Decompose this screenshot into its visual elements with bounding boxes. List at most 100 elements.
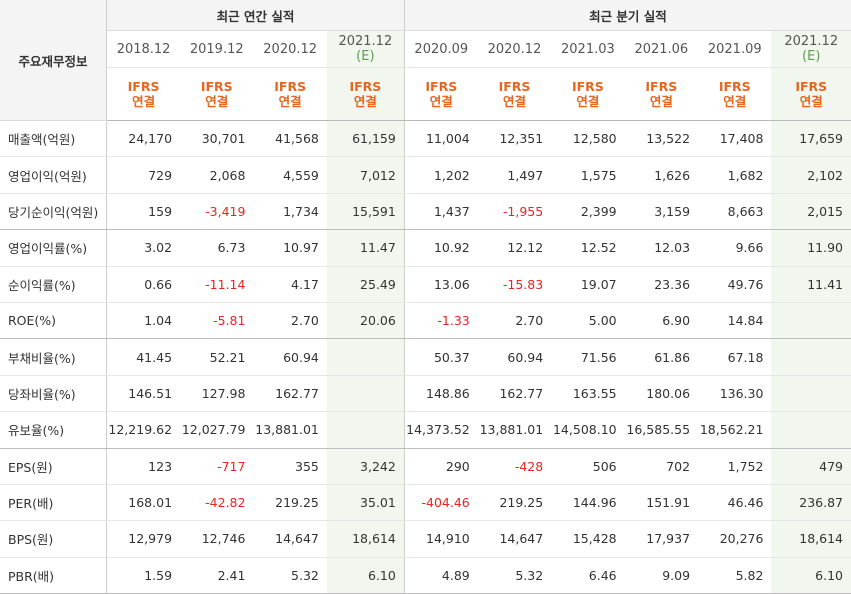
consolidated-label: 연결 xyxy=(353,94,377,109)
ifrs-label: IFRS xyxy=(645,79,678,94)
period-date: 2020.12 xyxy=(263,41,318,57)
value-cell: 136.30 xyxy=(698,375,772,413)
consolidated-label: 연결 xyxy=(576,94,600,109)
value-cell xyxy=(771,302,851,340)
value-cell xyxy=(771,375,851,413)
value-cell: 13,881.01 xyxy=(253,411,327,449)
table-row: 당좌비율(%) 146.51 127.98 162.77 148.86 162.77 163… xyxy=(0,375,851,413)
value-cell: 17,659 xyxy=(771,120,851,158)
table-row: PBR(배) 1.59 2.41 5.32 6.10 4.89 5.32 6.46 9.09 5.… xyxy=(0,557,851,594)
value-cell: -428 xyxy=(477,448,552,485)
value-cell: 702 xyxy=(624,448,699,485)
value-cell: 14,910 xyxy=(404,520,478,558)
value-cell: 12,746 xyxy=(180,520,254,558)
table-row: PER(배) 168.01 -42.82 219.25 35.01 -404.46 219.… xyxy=(0,484,851,522)
value-cell: -5.81 xyxy=(180,302,254,340)
value-cell: 1,497 xyxy=(477,156,552,194)
value-cell: 479 xyxy=(771,448,851,485)
value-cell: 12.52 xyxy=(551,229,625,267)
value-cell: 10.92 xyxy=(404,229,478,267)
accounting-standard: IFRS 연결 xyxy=(404,67,478,121)
row-label: 매출액(억원) xyxy=(0,120,108,158)
value-cell: 148.86 xyxy=(404,375,478,413)
period-header: 2020.12 xyxy=(253,30,327,68)
value-cell: 67.18 xyxy=(698,338,772,376)
value-cell: 2.70 xyxy=(253,302,327,340)
value-cell: -717 xyxy=(180,448,254,485)
period-date: 2021.09 xyxy=(707,41,762,57)
consolidated-label: 연결 xyxy=(649,94,673,109)
value-cell: 61,159 xyxy=(326,120,405,158)
table-row: 매출액(억원) 24,170 30,701 41,568 61,159 11,004 12,… xyxy=(0,120,851,158)
consolidated-label: 연결 xyxy=(799,94,823,109)
estimate-mark: (E) xyxy=(356,49,375,64)
value-cell: 12,027.79 xyxy=(180,411,254,449)
value-cell: 17,408 xyxy=(698,120,772,158)
period-date: 2021.06 xyxy=(634,41,689,57)
value-cell: 25.49 xyxy=(326,266,405,303)
value-cell: 11.47 xyxy=(326,229,405,267)
value-cell: 14,508.10 xyxy=(551,411,625,449)
value-cell: 6.10 xyxy=(326,557,405,594)
accounting-standard: IFRS 연결 xyxy=(106,67,181,121)
row-label: 영업이익(억원) xyxy=(0,156,108,194)
value-cell: 151.91 xyxy=(624,484,699,522)
value-cell: 18,614 xyxy=(771,520,851,558)
value-cell: 50.37 xyxy=(404,338,478,376)
ifrs-label: IFRS xyxy=(718,79,751,94)
value-cell: 11.90 xyxy=(771,229,851,267)
value-cell: 41,568 xyxy=(253,120,327,158)
value-cell: 146.51 xyxy=(106,375,181,413)
value-cell: 219.25 xyxy=(477,484,552,522)
value-cell: 2.70 xyxy=(477,302,552,340)
value-cell: 24,170 xyxy=(106,120,181,158)
value-cell xyxy=(326,411,405,449)
table-row: 영업이익률(%) 3.02 6.73 10.97 11.47 10.92 12.12 12.5… xyxy=(0,229,851,267)
value-cell: 219.25 xyxy=(253,484,327,522)
value-cell: 1,734 xyxy=(253,193,327,231)
quarter-section-header: 최근 분기 실적 xyxy=(404,0,851,31)
value-cell: 13,881.01 xyxy=(477,411,552,449)
value-cell: 14,647 xyxy=(253,520,327,558)
value-cell: 11,004 xyxy=(404,120,478,158)
period-header: 2021.09 xyxy=(698,30,772,68)
consolidated-label: 연결 xyxy=(502,94,526,109)
estimate-mark: (E) xyxy=(802,49,821,64)
value-cell: 60.94 xyxy=(253,338,327,376)
ifrs-label: IFRS xyxy=(795,79,828,94)
ifrs-label: IFRS xyxy=(200,79,233,94)
row-label: 당기순이익(억원) xyxy=(0,193,108,231)
value-cell: 6.90 xyxy=(624,302,699,340)
consolidated-label: 연결 xyxy=(429,94,453,109)
value-cell: 729 xyxy=(106,156,181,194)
label-column-header: 주요재무정보 xyxy=(0,0,108,121)
table-row: EPS(원) 123 -717 355 3,242 290 -428 506 702 1,752 4… xyxy=(0,448,851,485)
value-cell: 168.01 xyxy=(106,484,181,522)
value-cell: 13.06 xyxy=(404,266,478,303)
ifrs-label: IFRS xyxy=(571,79,604,94)
value-cell: 180.06 xyxy=(624,375,699,413)
value-cell: 12,979 xyxy=(106,520,181,558)
value-cell: 49.76 xyxy=(698,266,772,303)
consolidated-label: 연결 xyxy=(723,94,747,109)
period-date: 2020.12 xyxy=(487,41,542,57)
value-cell: 9.66 xyxy=(698,229,772,267)
value-cell: 52.21 xyxy=(180,338,254,376)
accounting-standard: IFRS 연결 xyxy=(698,67,772,121)
accounting-standard: IFRS 연결 xyxy=(326,67,405,121)
period-date: 2021.03 xyxy=(561,41,615,57)
value-cell: 4,559 xyxy=(253,156,327,194)
period-date: 2021.12 xyxy=(784,34,839,49)
value-cell: 30,701 xyxy=(180,120,254,158)
value-cell: 1,682 xyxy=(698,156,772,194)
value-cell: 1,626 xyxy=(624,156,699,194)
period-date: 2018.12 xyxy=(116,41,171,57)
row-label: PBR(배) xyxy=(0,557,108,594)
accounting-standard: IFRS 연결 xyxy=(180,67,254,121)
value-cell: 35.01 xyxy=(326,484,405,522)
value-cell: 4.89 xyxy=(404,557,478,594)
value-cell: 23.36 xyxy=(624,266,699,303)
value-cell: -11.14 xyxy=(180,266,254,303)
period-header: 2021.12 (E) xyxy=(326,30,405,68)
ifrs-label: IFRS xyxy=(425,79,458,94)
